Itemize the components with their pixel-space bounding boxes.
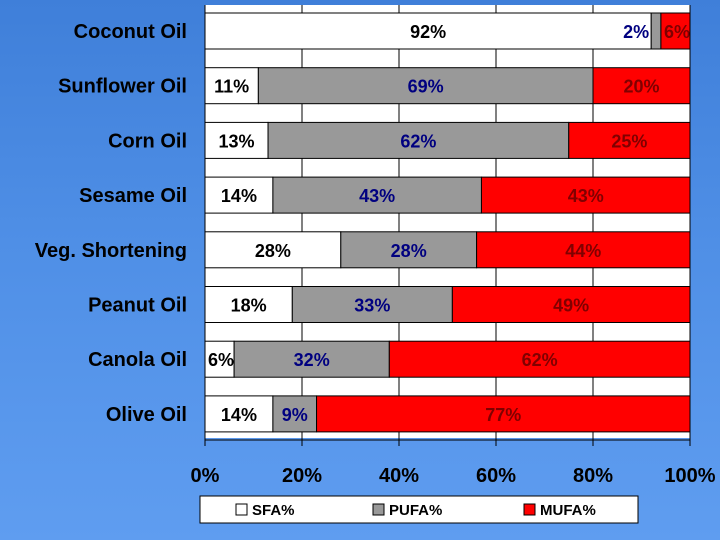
bar-pufa-sesame-oil: [272, 176, 482, 214]
data-label-mufa-canola-oil: 62%: [522, 350, 558, 370]
category-label-veg-shortening: Veg. Shortening: [35, 240, 187, 262]
bar-pufa-coconut-oil: [650, 12, 662, 50]
bar-mufa-coconut-oil: [660, 12, 691, 50]
bar-sfa-peanut-oil: [204, 286, 293, 323]
category-label-coconut-oil: Coconut Oil: [74, 21, 187, 43]
data-label-sfa-corn-oil: 13%: [219, 131, 255, 151]
legend: SFA% PUFA% MUFA%: [199, 495, 639, 524]
category-label-peanut-oil: Peanut Oil: [88, 295, 187, 317]
data-label-mufa-olive-oil: 77%: [485, 405, 521, 425]
x-tick-label: 80%: [573, 465, 613, 487]
legend-box: [199, 495, 639, 524]
data-label-pufa-sesame-oil: 43%: [359, 186, 395, 206]
bars-group: 92% 2% 6% 11% 69% 20% 13% 62% 25% 14% 43% 43% 28% 28%…: [204, 12, 691, 433]
x-tick-label: 0%: [191, 465, 220, 487]
legend-swatch-mufa: [523, 503, 536, 516]
data-label-pufa-veg-shortening: 28%: [391, 241, 427, 261]
bar-pufa-peanut-oil: [291, 286, 453, 323]
bar-mufa-sunflower-oil: [592, 67, 691, 105]
data-label-mufa-veg-shortening: 44%: [565, 241, 601, 261]
bar-mufa-corn-oil: [568, 121, 691, 159]
x-tick-label: 20%: [282, 465, 322, 487]
data-label-sfa-coconut-oil: 92%: [410, 22, 446, 42]
data-label-pufa-olive-oil: 9%: [282, 405, 308, 425]
x-tick-label: 100%: [664, 465, 715, 487]
data-label-pufa-coconut-oil: 2%: [623, 22, 649, 42]
x-tick-label: 60%: [476, 465, 516, 487]
data-label-mufa-peanut-oil: 49%: [553, 296, 589, 316]
legend-swatch-pufa: [372, 503, 385, 516]
x-tick-labels: 0% 20% 40% 60% 80% 100%: [191, 465, 716, 487]
bar-pufa-corn-oil: [267, 121, 570, 159]
bar-pufa-veg-shortening: [340, 231, 478, 269]
data-label-sfa-sesame-oil: 14%: [221, 186, 257, 206]
legend-label-sfa: SFA%: [252, 502, 295, 519]
data-label-sfa-olive-oil: 14%: [221, 405, 257, 425]
data-label-mufa-sesame-oil: 43%: [568, 186, 604, 206]
category-label-corn-oil: Corn Oil: [108, 130, 187, 152]
data-label-mufa-corn-oil: 25%: [611, 131, 647, 151]
data-label-sfa-veg-shortening: 28%: [255, 241, 291, 261]
category-label-olive-oil: Olive Oil: [106, 404, 187, 426]
data-label-sfa-peanut-oil: 18%: [231, 296, 267, 316]
category-label-sesame-oil: Sesame Oil: [79, 185, 187, 207]
data-label-sfa-canola-oil: 6%: [208, 350, 234, 370]
category-labels: Coconut Oil Sunflower Oil Corn Oil Sesame O…: [35, 21, 187, 426]
data-label-mufa-coconut-oil: 6%: [664, 22, 690, 42]
bar-pufa-canola-oil: [233, 340, 390, 378]
bar-sfa-olive-oil: [204, 395, 274, 433]
bar-mufa-olive-oil: [316, 395, 691, 433]
category-label-canola-oil: Canola Oil: [88, 349, 187, 371]
data-label-pufa-canola-oil: 32%: [294, 350, 330, 370]
data-label-pufa-peanut-oil: 33%: [354, 296, 390, 316]
data-label-pufa-sunflower-oil: 69%: [408, 77, 444, 97]
bar-mufa-veg-shortening: [476, 231, 691, 269]
category-label-sunflower-oil: Sunflower Oil: [58, 76, 187, 98]
data-label-mufa-sunflower-oil: 20%: [623, 77, 659, 97]
bar-sfa-canola-oil: [204, 340, 235, 378]
x-tick-label: 40%: [379, 465, 419, 487]
bar-sfa-veg-shortening: [204, 231, 342, 269]
legend-label-mufa: MUFA%: [540, 502, 596, 519]
bar-mufa-canola-oil: [388, 340, 691, 378]
bar-pufa-sunflower-oil: [257, 67, 594, 105]
bar-sfa-sesame-oil: [204, 176, 274, 214]
legend-swatch-sfa: [235, 503, 248, 516]
data-label-pufa-corn-oil: 62%: [400, 131, 436, 151]
bar-mufa-peanut-oil: [451, 286, 691, 323]
bar-mufa-sesame-oil: [480, 176, 691, 214]
bar-sfa-sunflower-oil: [204, 67, 259, 105]
data-label-sfa-sunflower-oil: 11%: [214, 77, 249, 97]
legend-label-pufa: PUFA%: [389, 502, 442, 519]
